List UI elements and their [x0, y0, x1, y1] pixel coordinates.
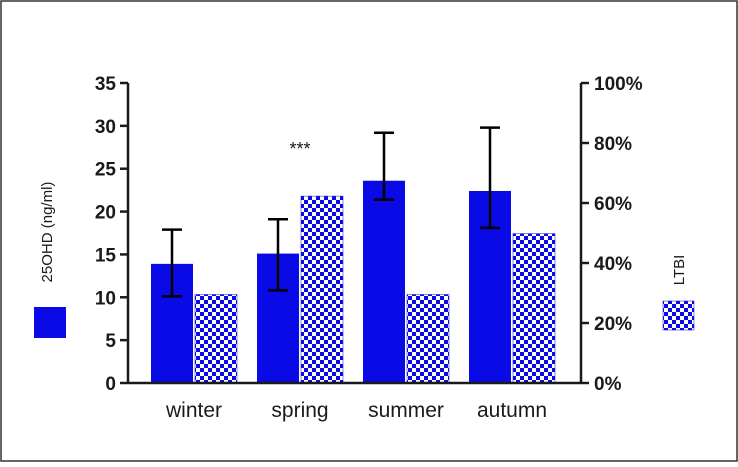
legend-swatch-ltbi — [662, 300, 695, 331]
left-tick-label-15: 15 — [95, 245, 117, 266]
right-tick-label-20pct: 20% — [594, 314, 632, 335]
legend-swatch-25ohd — [34, 307, 66, 338]
left-tick-label-0: 0 — [105, 374, 116, 395]
bar-autumn-ltbi — [512, 233, 556, 384]
left-tick-label-30: 30 — [95, 117, 116, 138]
category-label-summer: summer — [368, 399, 444, 422]
category-label-winter: winter — [165, 399, 222, 422]
bar-summer-ltbi — [406, 294, 450, 384]
left-axis-title: 25OHD (ng/ml) — [39, 182, 56, 283]
left-tick-label-5: 5 — [105, 331, 116, 352]
right-tick-label-40pct: 40% — [594, 254, 632, 275]
category-label-spring: spring — [271, 399, 328, 422]
right-tick-label-100pct: 100% — [594, 74, 643, 95]
bar-winter-ltbi — [194, 294, 238, 384]
significance-label-spring: *** — [289, 139, 310, 159]
left-tick-label-10: 10 — [95, 288, 116, 309]
category-label-autumn: autumn — [477, 399, 547, 422]
right-tick-label-0pct: 0% — [594, 374, 622, 395]
plot-area: winter spring summer autumn 0 5 10 15 20 25 30 35 0%… — [34, 74, 695, 422]
left-tick-label-20: 20 — [95, 203, 116, 224]
right-tick-label-80pct: 80% — [594, 134, 632, 155]
right-axis-title: LTBI — [671, 255, 688, 286]
left-tick-label-25: 25 — [95, 160, 117, 181]
left-tick-label-35: 35 — [95, 74, 117, 95]
bar-summer-25ohd — [363, 180, 405, 383]
right-tick-label-60pct: 60% — [594, 194, 632, 215]
bar-spring-ltbi — [300, 195, 344, 384]
